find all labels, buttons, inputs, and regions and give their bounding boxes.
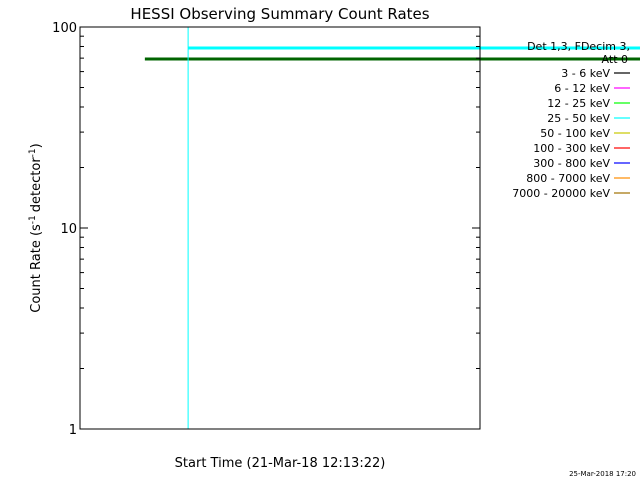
legend-label-7: 800 - 7000 keV [526, 172, 610, 185]
legend-label-0: 3 - 6 keV [561, 67, 610, 80]
y-axis-label-main: Count Rate (s [29, 224, 44, 313]
plot-timestamp: 25-Mar-2018 17:20 [569, 470, 636, 478]
legend-label-2: 12 - 25 keV [547, 97, 610, 110]
chart-title: HESSI Observing Summary Count Rates [130, 5, 429, 23]
plot-frame [79, 26, 481, 430]
legend-label-6: 300 - 800 keV [533, 157, 610, 170]
x-axis-label: Start Time (21-Mar-18 12:13:22) [175, 456, 386, 471]
y-axis-label: Count Rate (s-1detector-1) [28, 143, 44, 312]
legend-label-1: 6 - 12 keV [554, 82, 610, 95]
y-axis-label-sup2: -1 [28, 148, 38, 157]
y-axis-label-end: ) [29, 143, 44, 148]
y-axis-label-sup: -1 [28, 215, 38, 224]
legend: 3 - 6 keV 6 - 12 keV 12 - 25 keV 25 - 50 ke… [512, 67, 630, 200]
y-axis-label-tail: detector [29, 157, 44, 213]
legend-label-5: 100 - 300 keV [533, 142, 610, 155]
legend-label-3: 25 - 50 keV [547, 112, 610, 125]
legend-header-2: Att 0 [602, 53, 628, 66]
y-tick-label-2: 100 [52, 21, 77, 36]
legend-header-1: Det 1,3, FDecim 3, [527, 40, 630, 53]
y-tick-label-0: 1 [69, 423, 77, 438]
flag-layer: NSRD0BD6 [144, 27, 640, 429]
legend-label-8: 7000 - 20000 keV [512, 187, 610, 200]
tick-layer: 12:1512:3012:4513:0013:1513:3013:4511010… [52, 21, 480, 438]
legend-label-4: 50 - 100 keV [540, 127, 610, 140]
y-tick-label-1: 10 [60, 222, 77, 237]
